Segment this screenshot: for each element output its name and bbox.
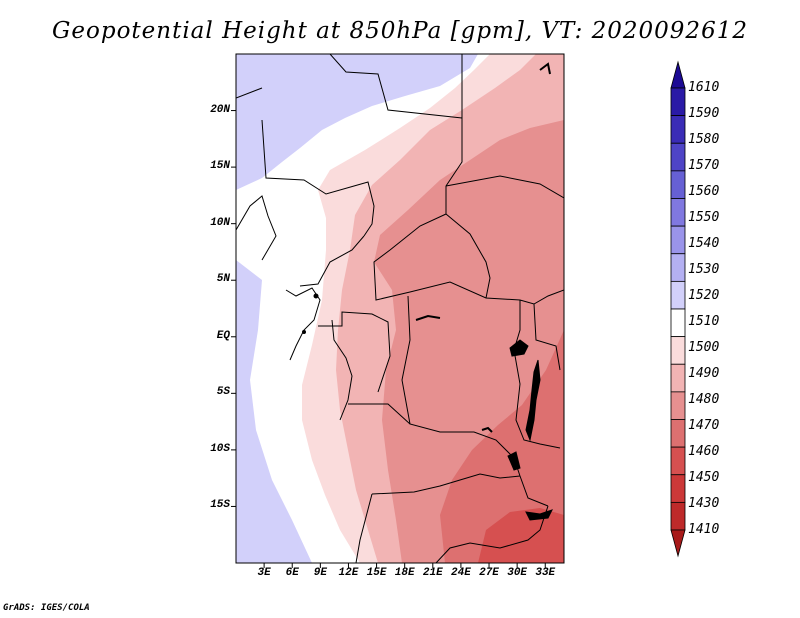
longitude-ticks — [263, 563, 546, 568]
height-field — [236, 54, 564, 563]
colorbar-swatch — [670, 391, 686, 420]
colorbar-swatch — [670, 363, 686, 393]
colorbar-swatch — [670, 198, 686, 227]
colorbar-swatch — [670, 501, 686, 531]
colorbar-label: 1530 — [688, 262, 720, 277]
lat-label: 5S — [216, 386, 230, 399]
lon-label: 9E — [313, 567, 327, 579]
colorbar-label: 1460 — [688, 444, 720, 459]
map-title: Geopotential Height at 850hPa [gpm], VT:… — [52, 18, 748, 44]
colorbar-label: 1570 — [688, 158, 720, 173]
colorbar-label: 1430 — [688, 496, 720, 511]
contour-1520-north — [236, 54, 478, 190]
colorbar-swatch — [670, 87, 686, 117]
lon-label: 24E — [451, 567, 471, 579]
colorbar-swatch — [670, 225, 686, 255]
colorbar-swatch — [670, 474, 686, 503]
colorbar — [670, 60, 686, 558]
colorbar-swatch — [670, 280, 686, 310]
colorbar-swatch — [670, 446, 686, 476]
map-frame — [235, 53, 565, 564]
colorbar-label: 1540 — [688, 236, 720, 251]
colorbar-swatch — [670, 253, 686, 282]
lon-label: 33E — [535, 567, 556, 579]
lon-label: 6E — [285, 567, 299, 579]
colorbar-label: 1580 — [688, 132, 720, 147]
lat-label: 5N — [216, 273, 230, 286]
lat-label: 15S — [210, 499, 230, 512]
lon-label: 21E — [422, 567, 443, 579]
lat-label: 10N — [210, 216, 230, 229]
colorbar-swatch — [670, 336, 686, 365]
colorbar-label: 1510 — [688, 314, 720, 329]
lon-label: 18E — [394, 567, 415, 579]
colorbar-swatch — [670, 529, 686, 558]
lakes-rivers — [302, 62, 553, 521]
lat-label: 10S — [210, 442, 230, 455]
colorbar-label: 1490 — [688, 366, 720, 381]
lon-label: 27E — [479, 567, 499, 579]
colorbar-swatch — [670, 60, 686, 89]
lon-label: 15E — [366, 567, 387, 579]
colorbar-label: 1500 — [688, 340, 720, 355]
colorbar-label: 1450 — [688, 470, 720, 485]
colorbar-swatch — [670, 308, 686, 338]
colorbar-label: 1610 — [688, 80, 720, 95]
lat-label: EQ — [216, 329, 230, 342]
colorbar-swatch — [670, 115, 686, 144]
credit-label: GrADS: IGES/COLA — [3, 603, 90, 613]
colorbar-label: 1470 — [688, 418, 720, 433]
colorbar-label: 1550 — [688, 210, 720, 225]
lat-label: 20N — [210, 103, 230, 116]
country-borders — [236, 54, 564, 563]
colorbar-label: 1520 — [688, 288, 720, 303]
colorbar-swatch — [670, 142, 686, 172]
colorbar-label: 1560 — [688, 184, 720, 199]
lon-label: 12E — [338, 567, 359, 579]
lat-label: 15N — [210, 160, 230, 173]
colorbar-label: 1590 — [688, 106, 720, 121]
colorbar-label: 1480 — [688, 392, 720, 407]
colorbar-label: 1410 — [688, 522, 720, 537]
lon-label: 3E — [257, 567, 271, 579]
colorbar-swatch — [670, 170, 686, 199]
lon-label: 30E — [507, 567, 528, 579]
contour-1520-south — [236, 260, 312, 563]
latitude-ticks — [231, 110, 236, 507]
colorbar-swatch — [670, 419, 686, 448]
